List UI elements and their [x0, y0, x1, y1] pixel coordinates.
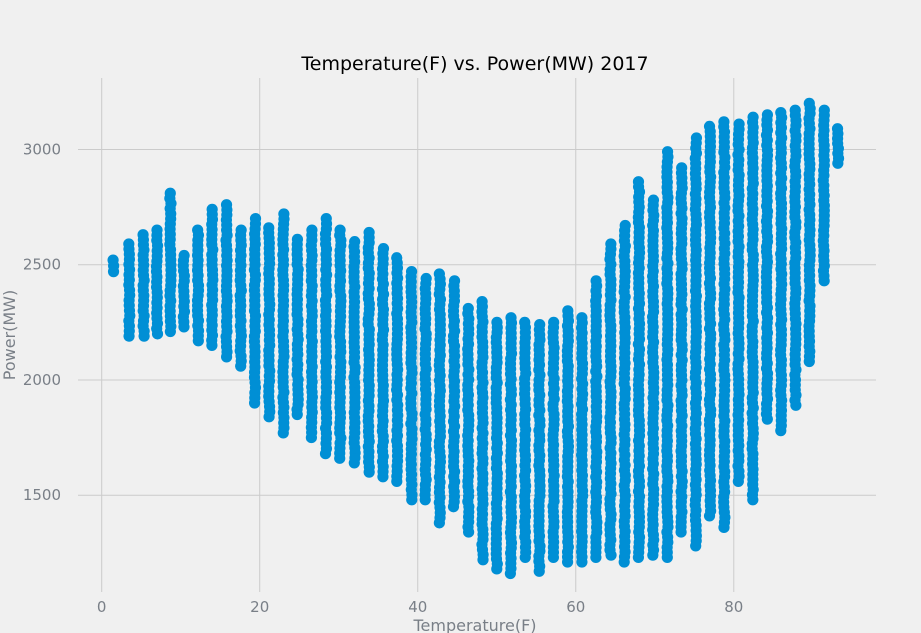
data-point	[691, 132, 702, 143]
y-tick-label: 3000	[23, 140, 61, 158]
data-point	[704, 121, 715, 132]
data-point	[349, 236, 360, 247]
data-point	[676, 162, 687, 173]
data-point	[207, 204, 218, 215]
chart-title: Temperature(F) vs. Power(MW) 2017	[300, 53, 648, 75]
y-tick-label: 1500	[23, 486, 61, 504]
data-point	[832, 123, 843, 134]
data-point	[775, 107, 786, 118]
data-point	[519, 317, 530, 328]
data-point	[321, 213, 332, 224]
data-point	[364, 227, 375, 238]
data-point	[534, 319, 545, 330]
data-point	[633, 176, 644, 187]
x-tick-label: 40	[408, 598, 427, 616]
x-tick-label: 0	[97, 598, 107, 616]
data-point	[434, 268, 445, 279]
data-point	[263, 222, 274, 233]
data-point	[576, 312, 587, 323]
y-tick-label: 2500	[23, 256, 61, 274]
data-point	[107, 254, 118, 265]
data-point	[804, 98, 815, 109]
data-point	[648, 195, 659, 206]
x-tick-label: 80	[724, 598, 743, 616]
data-point	[165, 188, 176, 199]
data-point	[292, 234, 303, 245]
data-point	[221, 199, 232, 210]
data-point	[378, 243, 389, 254]
data-point	[449, 275, 460, 286]
data-point	[620, 220, 631, 231]
data-point	[179, 250, 190, 261]
data-point	[477, 296, 488, 307]
y-axis-title: Power(MW)	[0, 290, 19, 380]
data-point	[278, 208, 289, 219]
data-point	[562, 305, 573, 316]
data-point	[591, 275, 602, 286]
data-point	[718, 116, 729, 127]
data-point	[391, 252, 402, 263]
data-point	[236, 225, 247, 236]
data-point	[421, 273, 432, 284]
data-point	[790, 105, 801, 116]
data-point	[819, 105, 830, 116]
data-point	[662, 146, 673, 157]
y-tick-label: 2000	[23, 371, 61, 389]
data-point	[762, 109, 773, 120]
data-point	[306, 225, 317, 236]
data-point	[406, 266, 417, 277]
data-point	[505, 312, 516, 323]
data-point	[747, 112, 758, 123]
x-tick-label: 20	[250, 598, 269, 616]
x-tick-label: 60	[566, 598, 585, 616]
data-point	[137, 229, 148, 240]
data-point	[192, 225, 203, 236]
data-point	[548, 317, 559, 328]
data-point	[733, 118, 744, 129]
data-point	[250, 213, 261, 224]
data-point	[334, 225, 345, 236]
data-point	[151, 225, 162, 236]
data-point	[605, 238, 616, 249]
data-point	[491, 317, 502, 328]
data-point	[123, 238, 134, 249]
x-axis-title: Temperature(F)	[412, 616, 536, 633]
data-point	[463, 303, 474, 314]
